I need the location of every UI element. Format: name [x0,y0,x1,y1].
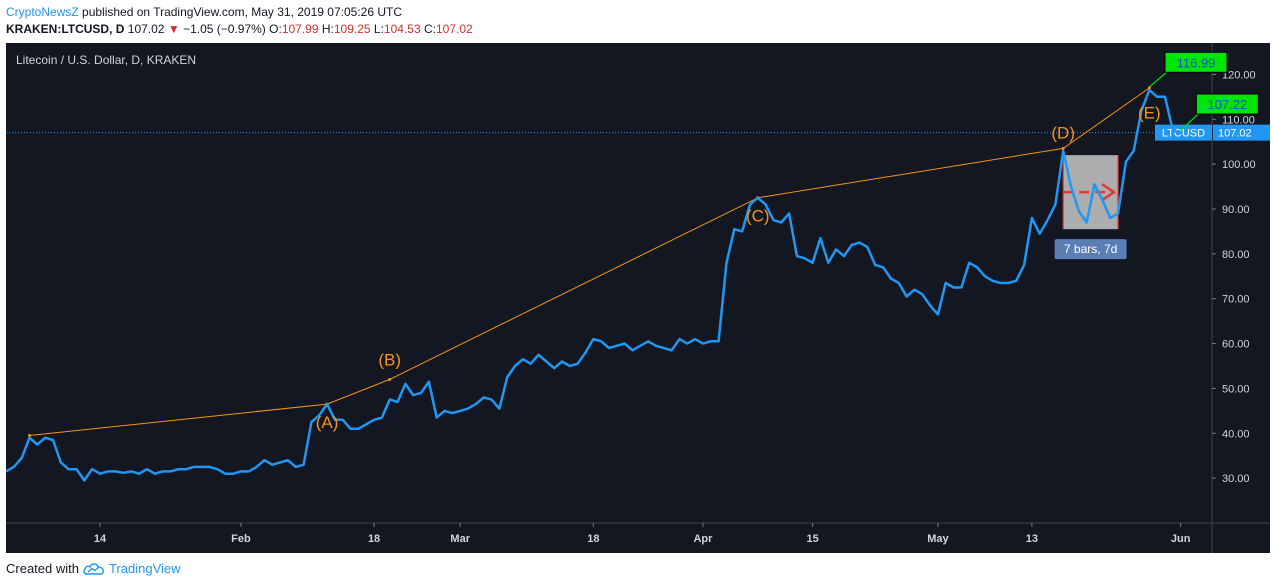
symbol-label: KRAKEN:LTCUSD, D [6,22,125,36]
trend-line-vertex [27,434,31,438]
callout-pointer [1180,111,1201,131]
x-tick-label: Apr [693,533,713,545]
chart-container[interactable]: 30.00 40.00 50.00 60.00 70.00 80.00 90.00 100.0… [5,43,1270,553]
trend-line-vertex [1061,146,1065,150]
x-tick-label: 15 [806,533,818,545]
symbol-tag-bg [1155,124,1212,141]
x-tick-label: Feb [231,533,251,545]
price-chart[interactable]: 30.00 40.00 50.00 60.00 70.00 80.00 90.00 100.0… [5,43,1270,553]
y-tick-label: 70.00 [1222,294,1250,306]
current-price-tag-bg [1213,124,1270,141]
current-price-tag: 107.02 [1218,128,1252,140]
callout-pointer [1148,69,1170,88]
tradingview-cloud-icon [83,562,104,575]
callout-text: 107.22 [1207,97,1247,112]
symbol-tag: LTCUSD [1162,128,1205,140]
trend-line-vertex [388,377,392,381]
y-tick-label: 90.00 [1222,204,1250,216]
date-range-label: 7 bars, 7d [1064,242,1117,256]
y-tick-label: 100.00 [1222,159,1256,171]
down-arrow-icon: ▼ [167,22,180,36]
close-value: 107.02 [435,22,473,36]
chart-title: Litecoin / U.S. Dollar, D, KRAKEN [16,53,196,67]
x-tick-label: May [927,533,949,545]
price-change: −1.05 (−0.97%) [183,22,266,36]
quote-line: KRAKEN:LTCUSD, D 107.02 ▼ −1.05 (−0.97%)… [6,21,473,38]
author-link[interactable]: CryptoNewsZ [6,5,79,19]
x-tick-label: 13 [1026,533,1038,545]
open-label: O: [269,22,282,36]
last-price: 107.02 [127,22,165,36]
y-tick-label: 40.00 [1222,428,1250,440]
callout-box [1195,93,1259,115]
publish-info: published on TradingView.com, May 31, 20… [78,5,402,19]
y-tick-label: 120.00 [1222,69,1256,81]
y-tick-label: 80.00 [1222,249,1250,261]
wave-label: (C) [746,207,770,226]
wave-label: (B) [378,350,401,369]
high-label: H: [321,22,334,36]
y-tick-label: 50.00 [1222,383,1250,395]
y-tick-label: 110.00 [1222,114,1255,126]
tradingview-link[interactable]: TradingView [108,561,181,576]
footer: Created with TradingView [6,561,181,576]
close-label: C: [423,22,436,36]
created-with-text: Created with [6,561,79,576]
x-tick-label: 18 [368,533,380,545]
x-tick-label: Mar [450,533,470,545]
y-tick-label: 60.00 [1222,339,1250,351]
date-range-arrowhead [1101,183,1117,202]
callout-box [1164,51,1228,73]
wave-label: (A) [316,413,339,432]
wave-label: (E) [1138,104,1161,123]
x-tick-label: Jun [1171,533,1191,545]
x-tick-label: 18 [587,533,599,545]
x-tick-label: 14 [94,533,107,545]
publish-header: CryptoNewsZ published on TradingView.com… [6,4,402,21]
open-value: 107.99 [281,22,319,36]
callout-text: 116.99 [1177,55,1216,70]
low-value: 104.53 [383,22,421,36]
price-series-line [5,88,1182,482]
y-tick-label: 30.00 [1222,473,1250,485]
chart-background [6,43,1270,553]
wave-label: (D) [1051,124,1075,143]
low-label: L: [373,22,384,36]
date-range-label-bg [1054,239,1127,260]
trend-line [29,87,1150,436]
high-value: 109.25 [333,22,371,36]
